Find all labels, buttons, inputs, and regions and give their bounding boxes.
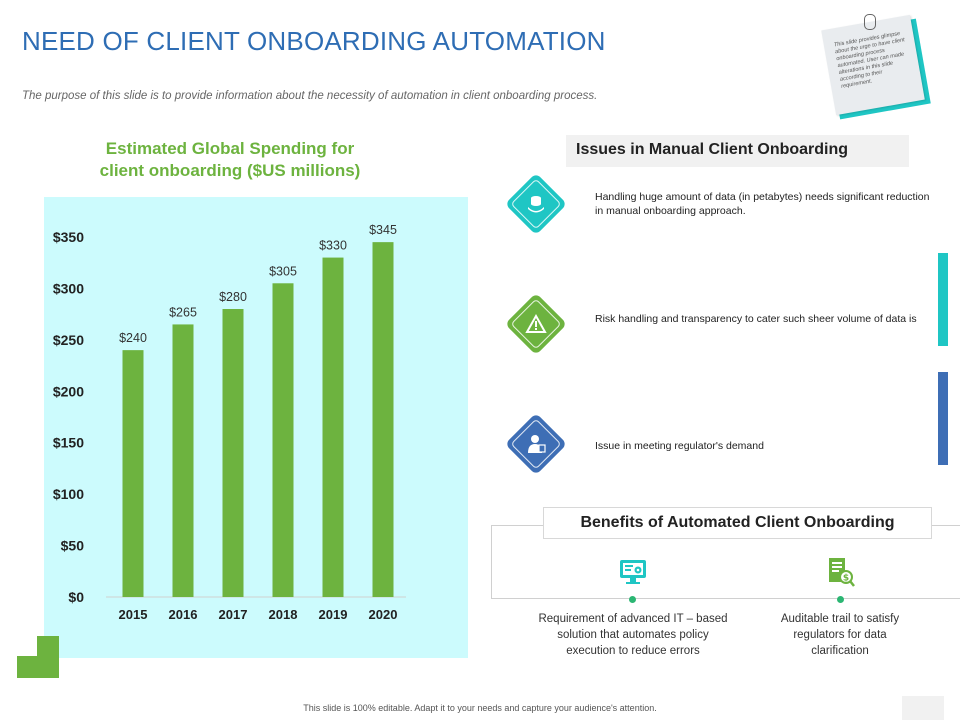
y-tick-label: $300 — [53, 280, 84, 296]
chart-heading-line1: Estimated Global Spending for — [105, 139, 355, 158]
page-subtitle: The purpose of this slide is to provide … — [22, 90, 598, 102]
x-tick-label: 2015 — [119, 607, 148, 622]
chart-area: $0 $50 $100 $150 $200 $250 $300 $350 $240 2015 $26… — [44, 197, 468, 658]
issue-text: Risk handling and transparency to cater … — [595, 313, 917, 325]
x-tick-label: 2020 — [369, 607, 398, 622]
x-tick-label: 2018 — [269, 607, 298, 622]
benefit-text-line: execution to reduce errors — [566, 645, 700, 657]
computer-settings-icon — [618, 556, 648, 588]
y-tick-label: $50 — [61, 538, 85, 554]
y-tick-label: $250 — [53, 332, 84, 348]
bar-data-label: $240 — [119, 331, 147, 345]
benefit-text: Auditable trail to satisfy regulators fo… — [740, 611, 940, 659]
bar — [372, 242, 394, 597]
benefit-text-line: Requirement of advanced IT – based — [538, 613, 728, 625]
bar — [122, 350, 144, 597]
corner-decoration-cutout — [17, 636, 37, 656]
bar — [172, 324, 194, 597]
x-tick-label: 2019 — [319, 607, 348, 622]
x-tick-label: 2016 — [169, 607, 198, 622]
benefit-text-line: solution that automates policy — [557, 629, 709, 641]
y-tick-label: $100 — [53, 486, 84, 502]
y-tick-label: $350 — [53, 229, 84, 245]
bar-chart: $0 $50 $100 $150 $200 $250 $300 $350 $240 2015 $26… — [53, 223, 406, 622]
x-tick-label: 2017 — [219, 607, 248, 622]
footer-text: This slide is 100% editable. Adapt it to… — [303, 703, 657, 713]
issues-header: Issues in Manual Client Onboarding — [566, 135, 909, 167]
footer-box — [902, 696, 944, 720]
audit-document-icon: $ — [826, 556, 856, 588]
bar — [322, 257, 344, 597]
sticky-note-paper: This slide provides glimpse about the ur… — [821, 14, 925, 116]
bar-data-label: $345 — [369, 223, 397, 237]
bar — [222, 309, 244, 597]
bar-data-label: $305 — [269, 264, 297, 278]
y-tick-label: $200 — [53, 383, 84, 399]
issue-item: Issue in meeting regulator's demand — [504, 412, 930, 478]
issue-text: Issue in meeting regulator's demand — [595, 440, 764, 452]
bar-data-label: $330 — [319, 239, 347, 253]
regulator-icon — [510, 418, 562, 470]
y-tick-label: $150 — [53, 435, 84, 451]
paper-clip-icon — [864, 14, 876, 30]
chart-heading: Estimated Global Spending for client onb… — [60, 138, 400, 182]
sticky-note: This slide provides glimpse about the ur… — [821, 14, 931, 120]
benefits-header: Benefits of Automated Client Onboarding — [543, 507, 932, 539]
warning-icon — [510, 298, 562, 350]
side-accent-bar — [938, 253, 948, 346]
benefit-text: Requirement of advanced IT – based solut… — [508, 611, 758, 659]
data-icon — [510, 178, 562, 230]
benefit-text-line: Auditable trail to satisfy — [780, 613, 900, 625]
side-accent-bar — [938, 372, 948, 465]
issue-item: Handling huge amount of data (in petabyt… — [504, 172, 930, 238]
bar-data-label: $265 — [169, 305, 197, 319]
svg-text:$: $ — [843, 574, 849, 584]
bar-data-label: $280 — [219, 290, 247, 304]
bar — [272, 283, 294, 597]
page-title: NEED OF CLIENT ONBOARDING AUTOMATION — [22, 26, 606, 56]
benefit-marker — [837, 596, 844, 603]
benefit-marker — [629, 596, 636, 603]
y-tick-label: $0 — [68, 589, 84, 605]
benefit-text-line: regulators for data — [793, 629, 887, 641]
sticky-note-text: This slide provides glimpse about the ur… — [833, 30, 906, 90]
issue-item: Risk handling and transparency to cater … — [504, 292, 930, 358]
chart-heading-line2: client onboarding ($US millions) — [99, 161, 361, 180]
issue-text: Handling huge amount of data (in petabyt… — [595, 191, 930, 217]
benefit-text-line: clarification — [811, 645, 869, 657]
